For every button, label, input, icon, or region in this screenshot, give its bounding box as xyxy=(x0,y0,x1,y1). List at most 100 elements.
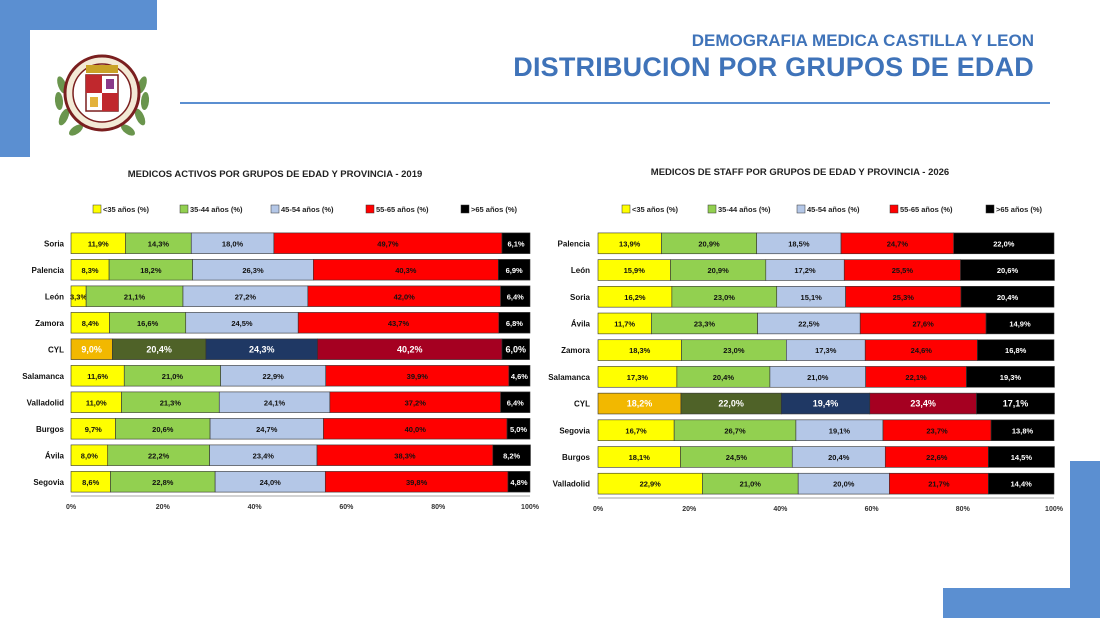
data-label: 17,2% xyxy=(794,266,816,275)
legend-label: >65 años (%) xyxy=(996,205,1043,214)
data-label: 20,4% xyxy=(997,293,1019,302)
x-tick-label: 0% xyxy=(66,504,77,511)
header-supertitle: DEMOGRAFIA MEDICA CASTILLA Y LEON xyxy=(691,31,1034,50)
data-label: 13,8% xyxy=(1012,426,1034,435)
data-label: 16,7% xyxy=(625,426,647,435)
data-label: 24,3% xyxy=(249,344,275,354)
x-tick-label: 60% xyxy=(865,506,880,513)
legend-swatch xyxy=(796,204,806,214)
data-label: 24,7% xyxy=(256,425,278,434)
data-label: 8,6% xyxy=(82,478,99,487)
data-label: 22,0% xyxy=(718,399,744,409)
data-label: 21,1% xyxy=(124,292,146,301)
data-label: 17,1% xyxy=(1003,399,1029,409)
x-axis: 0% 20% 40% 60% 80% 100% xyxy=(66,495,540,511)
bar-segment xyxy=(985,312,1055,335)
bar-segment xyxy=(953,232,1055,255)
data-label: 23,3% xyxy=(694,319,716,328)
data-label: 18,1% xyxy=(629,453,651,462)
data-label: 20,6% xyxy=(997,266,1019,275)
data-label: 20,0% xyxy=(833,480,855,489)
category-label: Zamora xyxy=(35,319,64,328)
category-label: Soria xyxy=(570,293,591,302)
data-label: 25,5% xyxy=(892,266,914,275)
data-label: 8,4% xyxy=(82,319,99,328)
data-label: 13,9% xyxy=(619,239,641,248)
data-label: 24,6% xyxy=(911,346,933,355)
data-label: 24,5% xyxy=(231,319,253,328)
legend-swatch xyxy=(985,204,995,214)
data-label: 22,9% xyxy=(640,480,662,489)
category-label: Valladolid xyxy=(553,480,590,489)
data-label: 18,3% xyxy=(629,346,651,355)
bar-segment xyxy=(977,339,1055,361)
data-label: 19,1% xyxy=(829,426,851,435)
data-label: 24,1% xyxy=(264,398,286,407)
header-divider xyxy=(180,102,1050,104)
category-label: Burgos xyxy=(36,425,65,434)
crest-emblem-icon xyxy=(50,45,154,141)
data-label: 22,9% xyxy=(263,372,285,381)
data-label: 11,9% xyxy=(88,239,109,248)
data-label: 8,2% xyxy=(503,451,520,460)
data-label: 20,9% xyxy=(698,239,720,248)
data-label: 14,9% xyxy=(1009,319,1031,328)
legend-label: 55-65 años (%) xyxy=(376,205,429,214)
data-label: 11,6% xyxy=(87,372,108,381)
x-tick-label: 0% xyxy=(593,506,604,513)
data-label: 22,1% xyxy=(905,373,927,382)
x-tick-label: 20% xyxy=(156,504,171,511)
chart-bars: Palencia 13,9% 20,9% 18,5% 24,7% 22,0% León 15,… xyxy=(548,232,1055,495)
data-label: 26,7% xyxy=(724,426,746,435)
chart-title: MEDICOS DE STAFF POR GRUPOS DE EDAD Y PR… xyxy=(651,167,949,178)
category-label: Valladolid xyxy=(27,398,64,407)
data-label: 6,4% xyxy=(507,398,524,407)
x-tick-label: 40% xyxy=(248,504,263,511)
data-label: 17,3% xyxy=(815,346,837,355)
data-label: 9,7% xyxy=(85,425,102,434)
data-label: 24,0% xyxy=(260,478,282,487)
data-label: 3,3% xyxy=(70,292,87,301)
data-label: 27,6% xyxy=(912,319,934,328)
legend-swatch xyxy=(707,204,717,214)
data-label: 24,5% xyxy=(726,453,748,462)
data-label: 15,9% xyxy=(624,266,646,275)
legend-swatch xyxy=(889,204,899,214)
bar-segment xyxy=(960,259,1055,281)
bar-segment xyxy=(976,392,1055,415)
data-label: 19,4% xyxy=(813,399,839,409)
bar-segment xyxy=(990,419,1055,441)
legend-swatch xyxy=(179,204,189,214)
data-label: 27,2% xyxy=(235,292,257,301)
category-label: CYL xyxy=(574,400,590,409)
data-label: 22,8% xyxy=(152,478,174,487)
bar-segment xyxy=(988,472,1055,495)
chart-bars: Soria 11,9% 14,3% 18,0% 49,7% 6,1% Palencia 8,3… xyxy=(22,232,531,493)
data-label: 20,6% xyxy=(152,425,174,434)
data-label: 22,5% xyxy=(798,319,820,328)
category-label: Salamanca xyxy=(22,372,64,381)
x-tick-label: 60% xyxy=(339,504,354,511)
data-label: 37,2% xyxy=(405,398,427,407)
data-label: 23,4% xyxy=(253,451,275,460)
legend-label: 45-54 años (%) xyxy=(281,205,334,214)
bar-segment xyxy=(501,338,530,360)
data-label: 49,7% xyxy=(377,239,399,248)
legend-swatch xyxy=(92,204,102,214)
data-label: 6,9% xyxy=(506,266,523,275)
data-label: 11,0% xyxy=(86,398,107,407)
left-decor-bar xyxy=(0,0,30,157)
data-label: 17,3% xyxy=(627,373,649,382)
data-label: 15,1% xyxy=(801,293,823,302)
bar-segment xyxy=(498,312,531,334)
data-label: 19,3% xyxy=(1000,373,1022,382)
x-tick-label: 40% xyxy=(773,506,788,513)
x-tick-label: 20% xyxy=(682,506,697,513)
bar-segment xyxy=(960,286,1055,308)
data-label: 20,4% xyxy=(146,344,172,354)
category-label: CYL xyxy=(48,345,64,354)
data-label: 21,7% xyxy=(928,480,950,489)
category-label: Ávila xyxy=(45,451,65,460)
data-label: 18,5% xyxy=(788,239,810,248)
